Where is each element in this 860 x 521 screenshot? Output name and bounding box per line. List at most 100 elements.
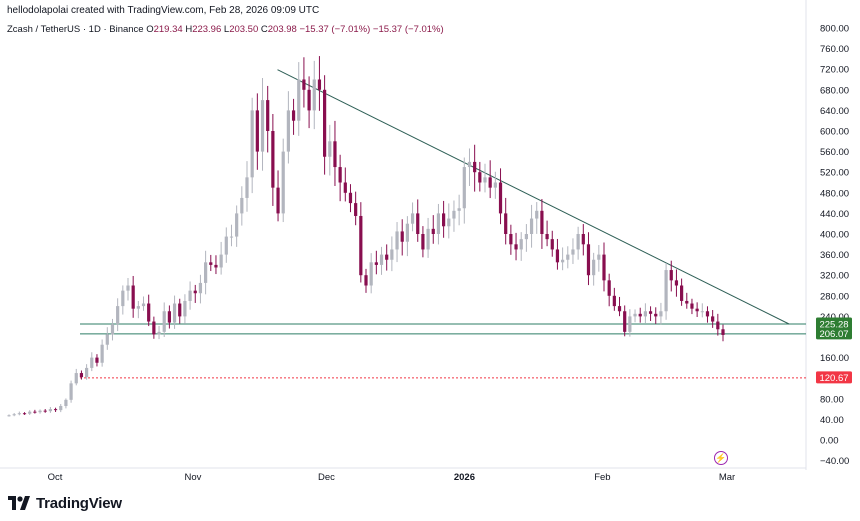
- brand-name: TradingView: [36, 494, 122, 512]
- candle-down: [79, 373, 84, 378]
- candle-down: [545, 234, 549, 240]
- candle-up: [379, 254, 384, 265]
- x-tick-label: Mar: [719, 472, 735, 483]
- candle-down: [43, 410, 47, 412]
- candle-down: [654, 313, 658, 317]
- candle-up: [297, 79, 301, 121]
- candle-down: [348, 192, 353, 204]
- trendline-layer[interactable]: [277, 69, 790, 325]
- candle-up: [535, 210, 539, 219]
- candle-up: [90, 357, 94, 368]
- candle-up: [162, 311, 166, 332]
- candle-up: [64, 399, 68, 407]
- candle-up: [390, 249, 394, 260]
- candle-down: [193, 290, 197, 294]
- candle-down: [266, 100, 270, 131]
- x-tick-label: Feb: [594, 472, 610, 483]
- candle-up: [204, 262, 208, 283]
- y-tick-label: 0.00: [820, 436, 839, 447]
- legend-low-value: 203.50: [229, 24, 259, 35]
- candle-down: [586, 244, 591, 276]
- candle-up: [457, 208, 461, 211]
- candle-down: [53, 409, 58, 411]
- candle-down: [669, 270, 673, 281]
- candle-up: [172, 303, 177, 323]
- candle-up: [592, 259, 596, 276]
- candle-up: [136, 306, 140, 309]
- candle-down: [705, 311, 710, 317]
- candle-down: [623, 311, 627, 332]
- x-tick-label: Dec: [318, 472, 335, 483]
- candle-up: [700, 311, 704, 313]
- candle-up: [110, 324, 115, 335]
- candle-down: [354, 203, 358, 216]
- candle-up: [524, 234, 528, 240]
- candle-up: [576, 234, 580, 250]
- candle-up: [436, 213, 441, 234]
- candle-down: [498, 182, 503, 214]
- candle-up: [28, 411, 32, 414]
- candle-up: [529, 218, 534, 234]
- y-tick-label: 800.00: [820, 24, 849, 35]
- candle-down: [131, 285, 135, 309]
- candle-down: [95, 357, 99, 363]
- candle-down: [514, 244, 518, 250]
- candle-down: [178, 303, 182, 317]
- candlestick-series[interactable]: [7, 56, 725, 417]
- time-axis[interactable]: Oct Nov Dec 2026 Feb Mar: [48, 472, 736, 483]
- candle-down: [359, 215, 363, 276]
- candle-down: [317, 79, 322, 90]
- candle-down: [209, 262, 213, 265]
- candle-up: [229, 236, 234, 238]
- y-tick-label: 600.00: [820, 127, 849, 138]
- candle-up: [561, 259, 565, 263]
- candle-down: [674, 280, 679, 286]
- descending-trendline[interactable]: [277, 69, 790, 325]
- candle-up: [17, 413, 21, 415]
- candle-down: [648, 311, 653, 314]
- candle-down: [400, 231, 404, 242]
- candle-down: [638, 313, 642, 317]
- horizontal-levels[interactable]: [80, 323, 806, 379]
- candle-down: [385, 254, 389, 260]
- y-tick-label: 640.00: [820, 106, 849, 117]
- candle-up: [116, 306, 120, 325]
- candle-down: [416, 213, 420, 234]
- y-tick-label: 40.00: [820, 415, 844, 426]
- candle-up: [664, 270, 668, 312]
- candle-down: [612, 295, 616, 307]
- candle-up: [240, 197, 244, 214]
- legend-change-percent: −15.37 (−7.01%): [372, 24, 444, 35]
- candle-up: [157, 331, 161, 335]
- candle-up: [245, 177, 249, 198]
- candle-down: [431, 228, 435, 234]
- candle-down: [555, 249, 560, 263]
- candle-up: [483, 177, 487, 183]
- legend-high-label: H: [185, 24, 193, 35]
- level-label-bg: [816, 327, 852, 340]
- candle-up: [369, 262, 373, 286]
- legend-symbol[interactable]: Zcash / TetherUS · 1D · Binance: [7, 24, 144, 35]
- candle-up: [281, 151, 285, 214]
- candle-up: [467, 161, 472, 168]
- legend-open-value: 219.34: [153, 24, 183, 35]
- candle-up: [493, 182, 497, 188]
- candle-down: [617, 306, 622, 312]
- lightning-icon[interactable]: ⚡: [714, 451, 728, 465]
- y-tick-label: 720.00: [820, 65, 849, 76]
- candle-up: [566, 254, 570, 260]
- candle-up: [38, 410, 42, 413]
- candle-down: [271, 131, 275, 188]
- candle-down: [680, 285, 684, 301]
- price-axis[interactable]: 800.00 760.00 720.00 680.00 640.00 600.00 560.…: [820, 24, 849, 468]
- candle-up: [452, 210, 456, 219]
- candle-down: [255, 110, 259, 152]
- tradingview-logo[interactable]: TradingView: [8, 492, 122, 514]
- y-tick-label: 360.00: [820, 250, 849, 261]
- y-tick-label: 480.00: [820, 188, 849, 199]
- candle-up: [105, 334, 109, 345]
- candle-up: [312, 79, 316, 111]
- candle-down: [685, 300, 689, 304]
- candle-up: [100, 344, 104, 363]
